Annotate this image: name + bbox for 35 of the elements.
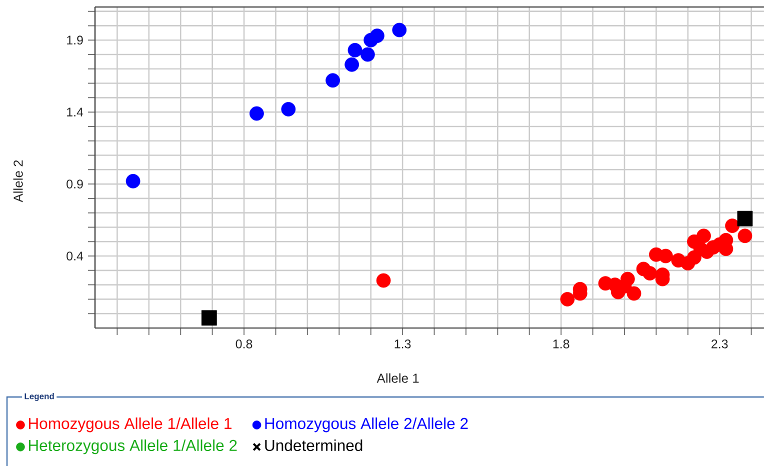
point [126,174,140,188]
legend-label: Heterozygous Allele 1/Allele 2 [28,439,237,454]
point [696,228,711,244]
point [281,102,296,116]
y-tick-label: 1.9 [67,36,83,45]
point [201,310,217,326]
x-axis-title: Allele 1 [376,373,419,383]
point [620,272,635,286]
point [376,273,391,288]
point [642,266,658,280]
point [326,73,340,88]
legend-title: Legend [24,393,54,401]
legend-label: Homozygous Allele 1/Allele 1 [28,418,232,432]
legend-label: Undetermined [265,439,362,452]
x-tick-label: 1.3 [394,340,411,348]
y-tick-label: 0.4 [66,252,84,260]
x-tick-label: 1.8 [553,340,570,348]
point [560,292,575,306]
y-tick-label: 0.9 [66,180,83,188]
y-axis-title: Allele 2 [13,160,23,202]
point [250,106,264,121]
point [370,28,384,43]
y-tick-label: 1.4 [67,108,84,116]
x-tick-label: 2.3 [712,340,728,348]
point [344,57,360,72]
point [737,210,753,226]
point [738,228,752,244]
point [626,286,642,301]
point [360,47,375,62]
point [348,42,362,58]
point [658,248,673,264]
point [725,218,740,233]
legend-label: Homozygous Allele 2/Allele 2 [265,418,468,432]
x-tick-label: 0.8 [236,340,252,348]
point [392,22,407,38]
